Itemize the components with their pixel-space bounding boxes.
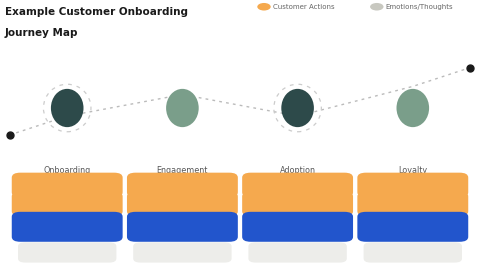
Text: Collect Feedback
for Improvement: Collect Feedback for Improvement xyxy=(382,220,444,234)
Text: Loyalty: Loyalty xyxy=(398,166,427,175)
FancyBboxPatch shape xyxy=(12,212,123,242)
Ellipse shape xyxy=(281,89,314,127)
FancyBboxPatch shape xyxy=(242,212,353,242)
Text: Anticipation: Anticipation xyxy=(44,248,90,257)
FancyBboxPatch shape xyxy=(127,192,238,216)
FancyBboxPatch shape xyxy=(364,242,462,262)
Ellipse shape xyxy=(396,89,429,127)
FancyBboxPatch shape xyxy=(12,173,123,197)
FancyBboxPatch shape xyxy=(12,192,123,216)
FancyBboxPatch shape xyxy=(127,212,238,242)
FancyBboxPatch shape xyxy=(357,212,468,242)
FancyBboxPatch shape xyxy=(18,242,116,262)
Circle shape xyxy=(257,3,271,11)
Text: Emotions/Thoughts: Emotions/Thoughts xyxy=(385,4,453,10)
Text: Attend Webinar: Attend Webinar xyxy=(151,201,214,207)
Text: Onboarding: Onboarding xyxy=(44,166,91,175)
FancyBboxPatch shape xyxy=(249,242,347,262)
Text: Example Customer Onboarding: Example Customer Onboarding xyxy=(5,7,188,17)
FancyBboxPatch shape xyxy=(242,173,353,197)
Text: Engagement: Engagement xyxy=(156,166,208,175)
Ellipse shape xyxy=(51,89,84,127)
Text: Adoption: Adoption xyxy=(279,166,316,175)
FancyBboxPatch shape xyxy=(242,192,353,216)
Text: Customer Actions: Customer Actions xyxy=(273,4,334,10)
Text: Share Experience: Share Experience xyxy=(378,201,447,207)
FancyBboxPatch shape xyxy=(357,192,468,216)
Text: Set Up Account: Set Up Account xyxy=(37,201,97,207)
Text: Welcome Email: Welcome Email xyxy=(37,182,97,188)
Ellipse shape xyxy=(166,89,199,127)
Text: Knowledge Base
and Tutorials: Knowledge Base and Tutorials xyxy=(267,220,328,234)
FancyBboxPatch shape xyxy=(133,242,231,262)
Text: Interactive Demo
Sessions: Interactive Demo Sessions xyxy=(150,220,215,234)
Text: Engagement: Engagement xyxy=(158,248,207,257)
Text: Product Demo: Product Demo xyxy=(154,182,211,188)
Text: Feedback Surveys: Feedback Surveys xyxy=(377,182,449,188)
FancyBboxPatch shape xyxy=(127,173,238,197)
Circle shape xyxy=(370,3,384,11)
Text: User Training: User Training xyxy=(271,182,324,188)
Text: Journey Map: Journey Map xyxy=(5,28,78,38)
Text: Confidence: Confidence xyxy=(276,248,319,257)
Text: Satisfaction: Satisfaction xyxy=(390,248,435,257)
FancyBboxPatch shape xyxy=(357,173,468,197)
Text: Personalized
Onboarding Emails: Personalized Onboarding Emails xyxy=(32,220,102,234)
Text: Access Resources: Access Resources xyxy=(263,201,333,207)
